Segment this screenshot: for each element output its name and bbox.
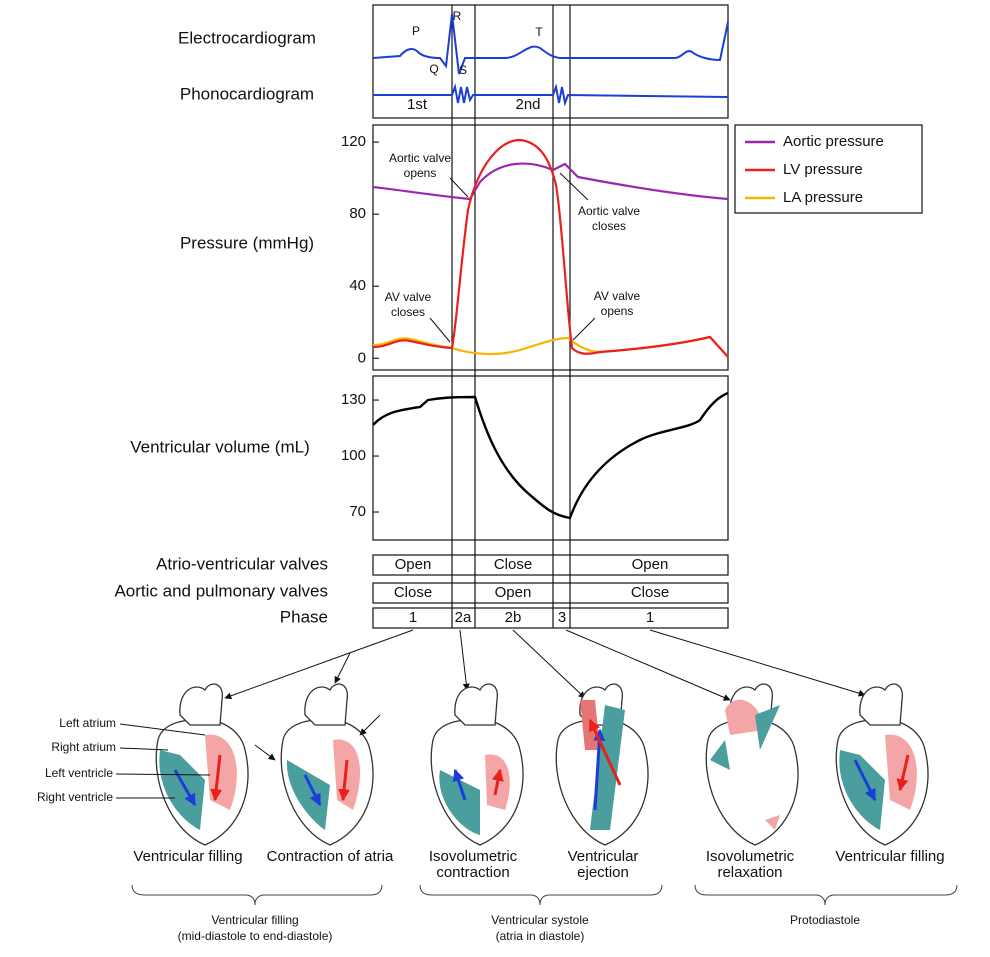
anatomy-pointers: [115, 723, 211, 799]
wave-label: R: [453, 9, 462, 23]
legend: [734, 124, 923, 214]
group-caption: (mid-diastole to end-diastole): [178, 929, 333, 943]
la-pressure-curve: [372, 335, 729, 358]
cell: Close: [494, 556, 532, 573]
phase-arrows: [224, 629, 866, 701]
row-label: Phase: [280, 607, 328, 626]
cell: Open: [632, 556, 669, 573]
pressure-panel: [372, 124, 729, 371]
anatomy-label: Right ventricle: [37, 790, 113, 804]
y-tick-label: 100: [341, 447, 366, 464]
ecg-panel: [372, 4, 729, 119]
wave-label: P: [412, 24, 420, 38]
aortic-valve-row: [372, 582, 729, 604]
sound-label: 2nd: [515, 96, 540, 113]
cell: 2b: [505, 609, 522, 626]
wave-label: S: [459, 63, 467, 77]
ecg-label: Electrocardiogram: [178, 28, 316, 47]
cell: Open: [495, 584, 532, 601]
legend-label: LV pressure: [783, 161, 863, 178]
ecg-trace: [372, 13, 729, 75]
group-caption: Ventricular systole: [491, 913, 589, 927]
annotation: closes: [592, 219, 626, 233]
heart-illustrations: [155, 683, 929, 846]
wave-label: T: [535, 25, 543, 39]
group-caption: (atria in diastole): [496, 929, 585, 943]
y-tick-label: 120: [341, 133, 366, 150]
anatomy-label: Left atrium: [59, 716, 116, 730]
annotation: AV valve: [594, 289, 641, 303]
stage-caption: relaxation: [717, 864, 782, 881]
y-tick-label: 70: [349, 503, 366, 520]
volume-label: Ventricular volume (mL): [130, 437, 310, 456]
group-caption: Ventricular filling: [211, 913, 298, 927]
volume-panel: [372, 375, 729, 541]
stage-caption: ejection: [577, 864, 629, 881]
sound-label: 1st: [407, 96, 428, 113]
lv-pressure-curve: [372, 138, 729, 358]
phase-lines: [451, 5, 571, 628]
anatomy-label: Left ventricle: [45, 766, 113, 780]
annotation: Aortic valve: [389, 151, 451, 165]
y-tick-label: 0: [358, 349, 366, 366]
wave-label: Q: [429, 62, 438, 76]
cell: 1: [646, 609, 654, 626]
stage-caption: Ventricular filling: [133, 848, 242, 865]
volume-curve: [372, 391, 729, 520]
y-tick-label: 40: [349, 277, 366, 294]
annotation: opens: [404, 166, 437, 180]
stage-caption: Isovolumetric: [706, 848, 795, 865]
stage-caption: Ventricular filling: [835, 848, 944, 865]
cell: 2a: [455, 609, 472, 626]
av-valve-row: [372, 554, 729, 576]
legend-label: Aortic pressure: [783, 133, 884, 150]
phono-trace: [373, 83, 729, 107]
stage-caption: Contraction of atria: [267, 848, 394, 865]
annotation: closes: [391, 305, 425, 319]
row-label: Aortic and pulmonary valves: [114, 581, 328, 600]
cell: Close: [631, 584, 669, 601]
stage-caption: contraction: [436, 864, 509, 881]
pressure-label: Pressure (mmHg): [180, 233, 314, 252]
phase-row: [372, 607, 729, 629]
cell: Close: [394, 584, 432, 601]
phono-label: Phonocardiogram: [180, 84, 314, 103]
stage-caption: Ventricular: [568, 848, 639, 865]
group-caption: Protodiastole: [790, 913, 860, 927]
cell: Open: [395, 556, 432, 573]
row-label: Atrio-ventricular valves: [156, 554, 328, 573]
aortic-pressure-curve: [372, 162, 729, 201]
y-tick-label: 80: [349, 205, 366, 222]
annotation: AV valve: [385, 290, 432, 304]
cell: 1: [409, 609, 417, 626]
annotation: Aortic valve: [578, 204, 640, 218]
cell: 3: [558, 609, 566, 626]
braces: [131, 884, 958, 906]
legend-label: LA pressure: [783, 189, 863, 206]
anatomy-label: Right atrium: [51, 740, 116, 754]
annotation: opens: [601, 304, 634, 318]
y-tick-label: 130: [341, 391, 366, 408]
stage-caption: Isovolumetric: [429, 848, 518, 865]
